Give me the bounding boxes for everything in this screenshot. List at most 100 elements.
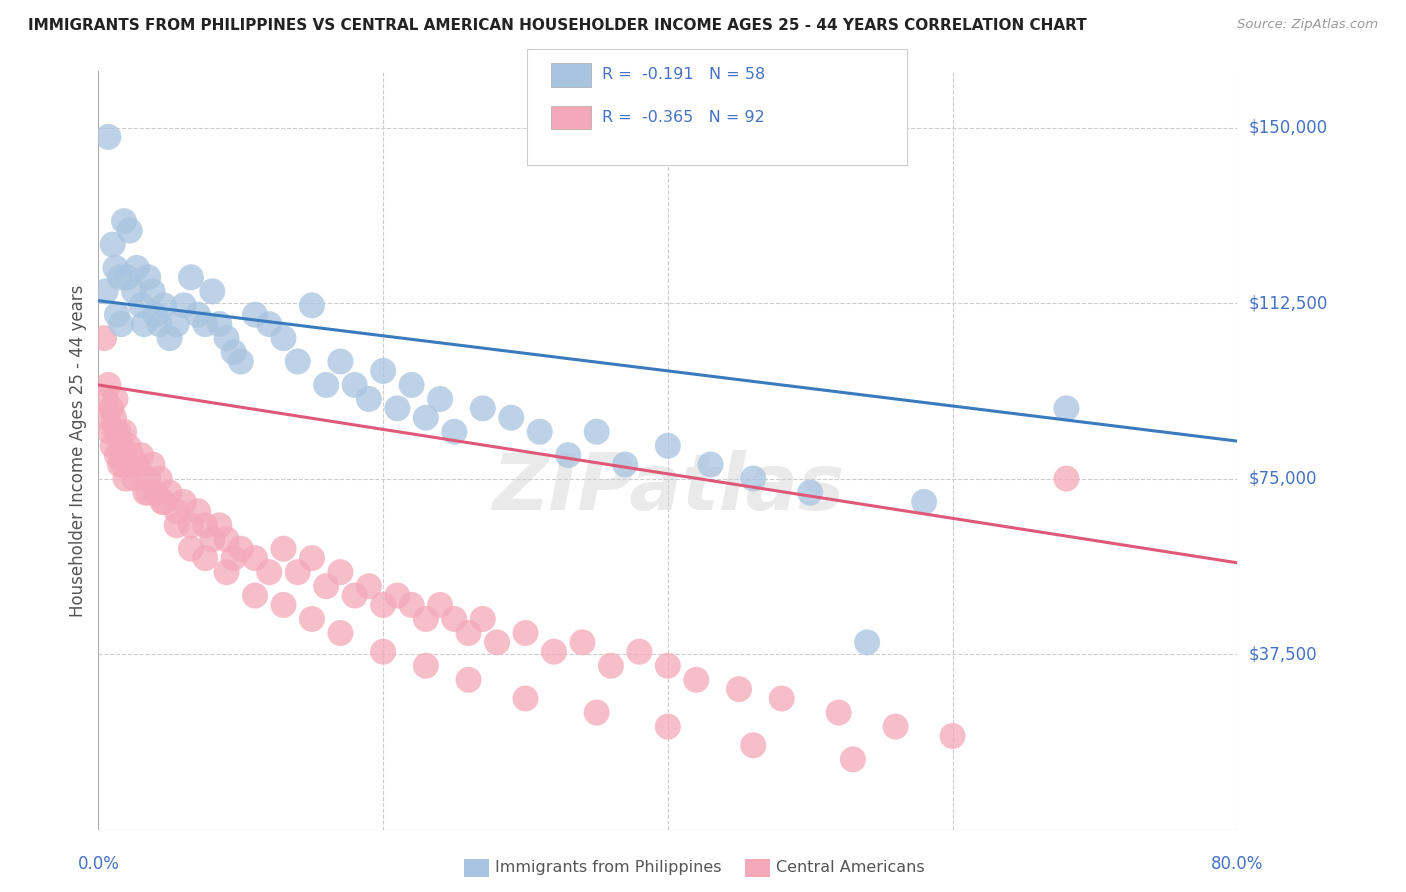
Point [141,285,163,299]
Point [103,410,125,425]
Point [543,645,565,659]
Point [515,691,537,706]
Point [301,551,323,566]
Point [194,518,217,533]
Text: IMMIGRANTS FROM PHILIPPINES VS CENTRAL AMERICAN HOUSEHOLDER INCOME AGES 25 - 44 : IMMIGRANTS FROM PHILIPPINES VS CENTRAL A… [28,18,1087,33]
Text: $112,500: $112,500 [1249,294,1327,312]
Point [287,354,309,368]
Point [387,401,409,416]
Point [112,425,135,439]
Point [166,518,188,533]
Point [104,392,127,406]
Point [1056,401,1078,416]
Point [515,626,537,640]
Point [100,401,122,416]
Point [118,223,141,237]
Point [122,471,145,485]
Point [273,541,295,556]
Point [571,635,593,649]
Point [180,518,202,533]
Point [828,706,851,720]
Point [301,298,323,312]
Point [259,565,281,579]
Point [657,720,679,734]
Point [194,551,217,566]
Point [129,448,152,462]
Point [110,317,132,331]
Text: 0.0%: 0.0% [77,855,120,872]
Point [329,354,352,368]
Point [628,645,651,659]
Point [856,635,879,649]
Point [208,317,231,331]
Point [118,458,141,472]
Point [104,425,127,439]
Point [149,471,172,485]
Point [125,260,148,275]
Point [166,504,188,518]
Point [728,682,751,697]
Point [884,720,907,734]
Point [215,533,238,547]
Point [132,317,155,331]
Point [401,378,423,392]
Point [166,317,188,331]
Point [942,729,965,743]
Point [97,129,120,144]
Text: $150,000: $150,000 [1249,119,1327,136]
Point [201,285,224,299]
Point [152,495,174,509]
Point [1056,471,1078,485]
Point [173,495,195,509]
Point [149,317,172,331]
Point [343,378,366,392]
Point [585,706,607,720]
Point [101,237,124,252]
Point [122,285,145,299]
Point [373,364,395,378]
Point [153,495,176,509]
Point [96,410,118,425]
Point [115,448,138,462]
Point [229,541,252,556]
Text: $37,500: $37,500 [1249,645,1317,663]
Point [110,439,132,453]
Point [415,612,437,626]
Point [259,317,281,331]
Point [742,739,765,753]
Point [357,392,380,406]
Point [501,410,523,425]
Text: R =  -0.191   N = 58: R = -0.191 N = 58 [602,68,765,82]
Point [222,345,245,359]
Point [429,598,451,612]
Point [585,425,607,439]
Text: $75,000: $75,000 [1249,469,1317,488]
Point [101,439,124,453]
Point [457,626,479,640]
Point [159,331,181,345]
Point [243,308,266,322]
Point [94,392,117,406]
Point [373,645,395,659]
Point [201,533,224,547]
Point [471,401,494,416]
Point [842,752,865,766]
Point [194,317,217,331]
Point [443,612,465,626]
Point [685,673,707,687]
Text: 80.0%: 80.0% [1211,855,1264,872]
Point [145,308,167,322]
Point [104,260,127,275]
Point [136,270,159,285]
Point [117,439,139,453]
Point [614,458,637,472]
Point [600,658,623,673]
Point [529,425,551,439]
Point [141,458,163,472]
Point [415,658,437,673]
Text: R =  -0.365   N = 92: R = -0.365 N = 92 [602,111,765,125]
Point [912,495,935,509]
Point [208,518,231,533]
Point [415,410,437,425]
Point [329,565,352,579]
